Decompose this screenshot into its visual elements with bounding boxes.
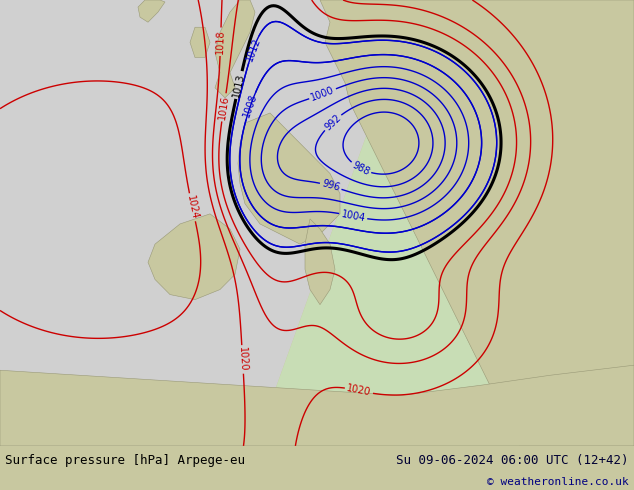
Text: 1020: 1020 <box>346 384 372 398</box>
Text: 992: 992 <box>323 112 343 132</box>
Text: 996: 996 <box>321 179 341 194</box>
Polygon shape <box>215 0 255 98</box>
Text: 1008: 1008 <box>242 93 259 119</box>
Text: Su 09-06-2024 06:00 UTC (12+42): Su 09-06-2024 06:00 UTC (12+42) <box>396 454 629 466</box>
Polygon shape <box>0 0 415 446</box>
Polygon shape <box>148 214 240 299</box>
Text: 1000: 1000 <box>309 85 336 103</box>
Text: 1016: 1016 <box>217 95 231 120</box>
Polygon shape <box>238 113 340 244</box>
Text: 1018: 1018 <box>215 29 226 54</box>
Text: 1020: 1020 <box>237 347 249 372</box>
Polygon shape <box>305 219 335 305</box>
Text: © weatheronline.co.uk: © weatheronline.co.uk <box>487 477 629 487</box>
Polygon shape <box>190 27 210 57</box>
Text: Surface pressure [hPa] Arpege-eu: Surface pressure [hPa] Arpege-eu <box>5 454 245 466</box>
Text: 1012: 1012 <box>244 36 262 63</box>
Text: 1004: 1004 <box>340 209 366 223</box>
Polygon shape <box>400 0 634 446</box>
Polygon shape <box>0 365 634 446</box>
Text: 1024: 1024 <box>185 194 200 221</box>
Polygon shape <box>138 0 165 22</box>
Polygon shape <box>320 0 634 446</box>
Polygon shape <box>255 0 634 446</box>
Text: 988: 988 <box>351 160 372 177</box>
Text: 1013: 1013 <box>231 72 247 98</box>
